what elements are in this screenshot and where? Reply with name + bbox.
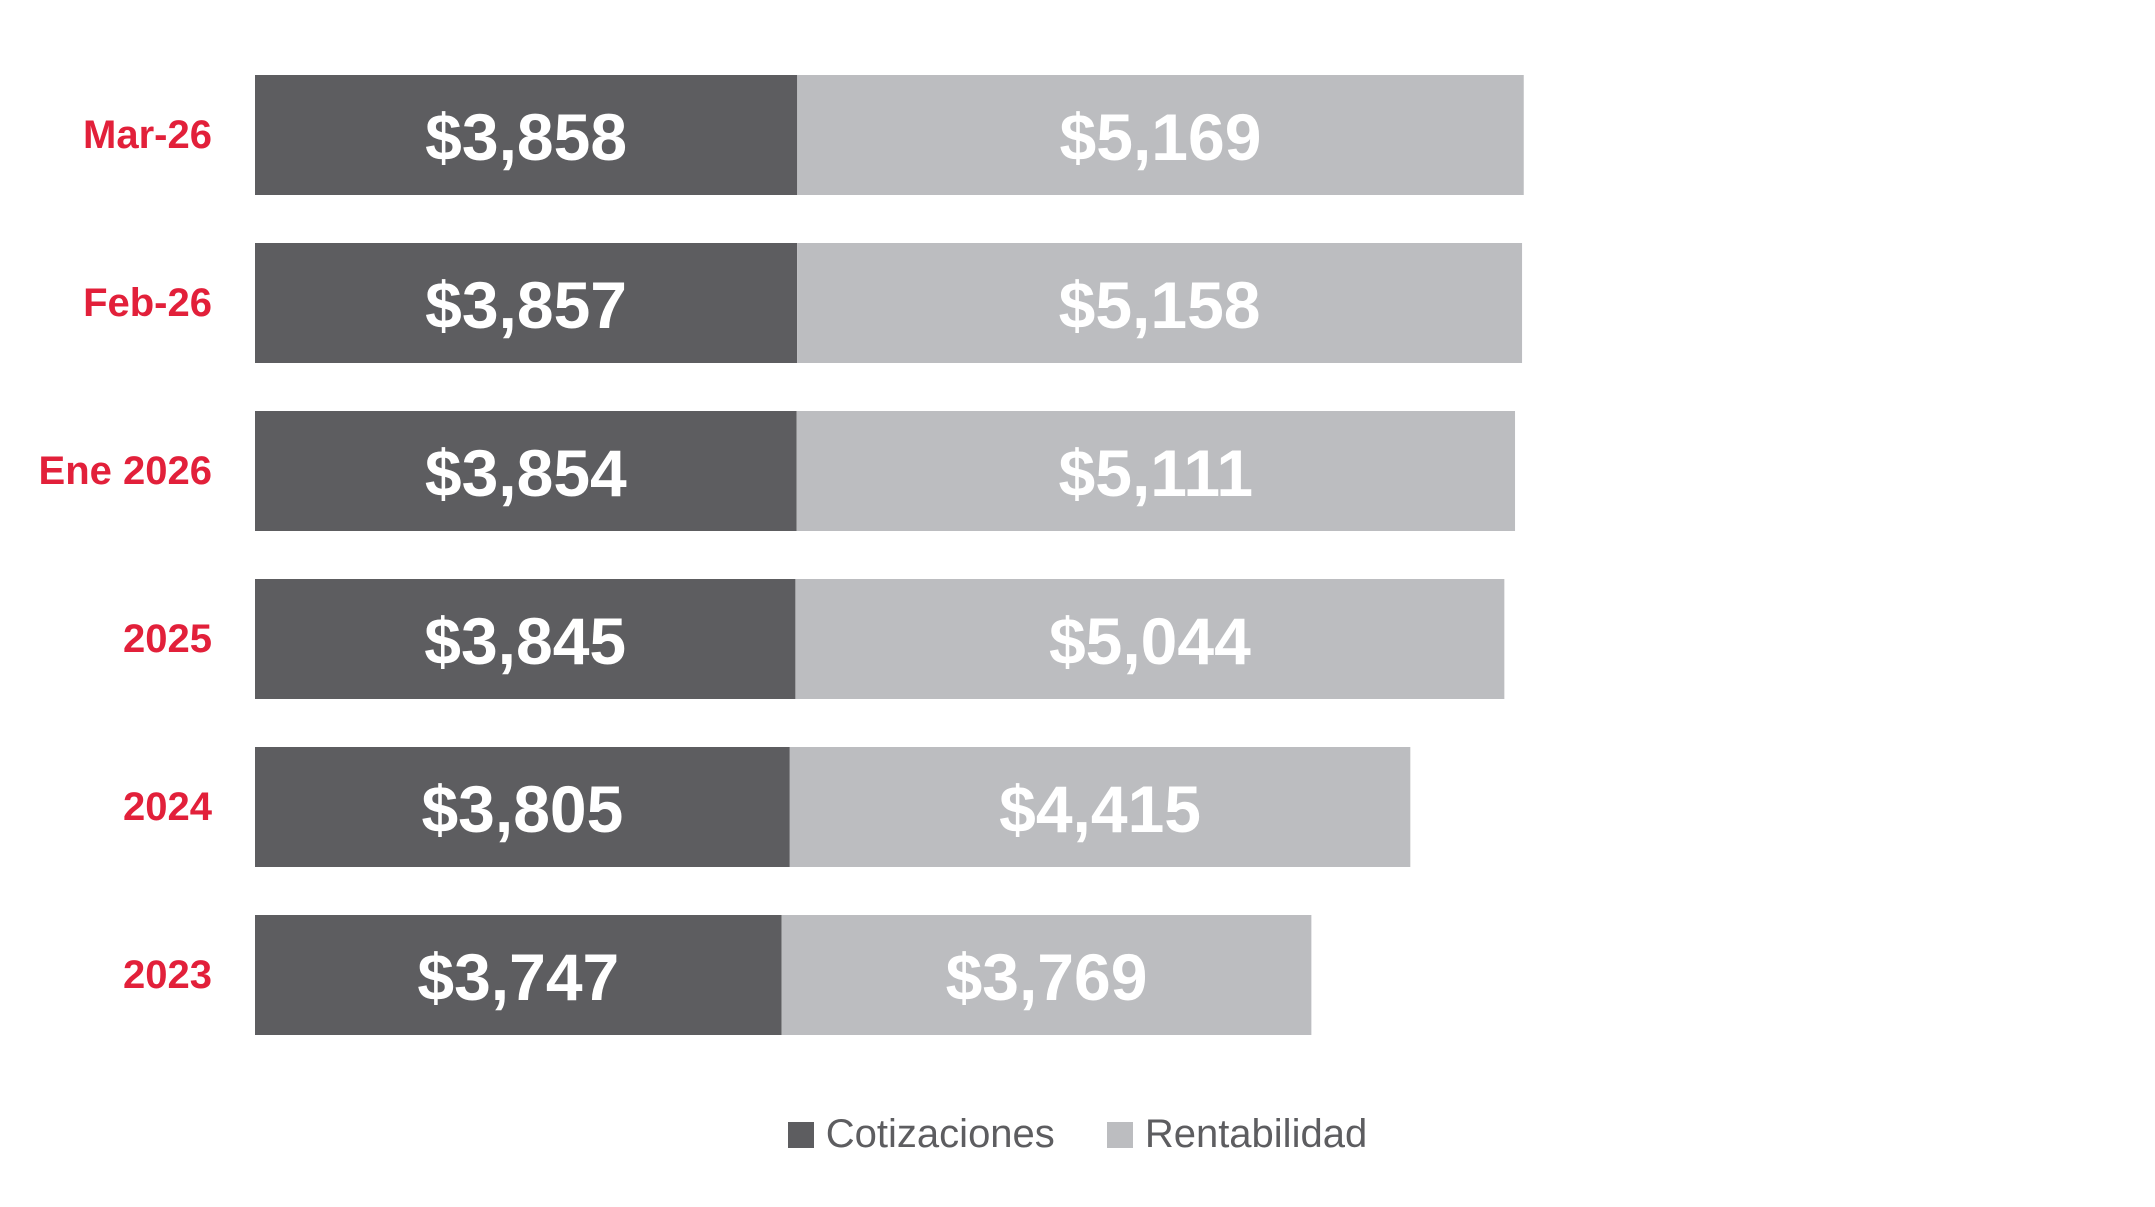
category-label-2025: 2025 [123, 617, 212, 661]
bar-cotizaciones-feb-26 [255, 243, 798, 363]
bar-cotizaciones-2024 [255, 747, 790, 867]
bars-layer [255, 75, 1524, 1035]
category-label-ene-2026: Ene 2026 [39, 449, 212, 493]
value-label-rentabilidad-2024: $4,415 [999, 772, 1201, 846]
value-label-cotizaciones-mar-26: $3,858 [425, 100, 627, 174]
value-label-cotizaciones-feb-26: $3,857 [425, 268, 627, 342]
legend-label-series-2: Rentabilidad [1144, 1112, 1368, 1156]
legend: Cotizaciones Rentabilidad [0, 1112, 2155, 1157]
value-label-rentabilidad-2023: $3,769 [946, 940, 1148, 1014]
bar-rentabilidad-mar-26 [797, 75, 1524, 195]
bar-rentabilidad-2023 [781, 915, 1312, 1035]
value-label-rentabilidad-ene-2026: $5,111 [1059, 436, 1254, 510]
category-label-2023: 2023 [123, 953, 212, 997]
legend-item-series-2: Rentabilidad [1106, 1112, 1368, 1157]
value-label-cotizaciones-2024: $3,805 [421, 772, 623, 846]
legend-swatch-series-2 [1106, 1121, 1133, 1148]
bar-rentabilidad-ene-2026 [796, 411, 1516, 531]
bar-cotizaciones-ene-2026 [255, 411, 797, 531]
bar-rentabilidad-2025 [795, 579, 1505, 699]
value-label-cotizaciones-ene-2026: $3,854 [425, 436, 627, 510]
bar-rentabilidad-feb-26 [797, 243, 1523, 363]
value-label-cotizaciones-2023: $3,747 [417, 940, 619, 1014]
category-label-mar-26: Mar-26 [83, 113, 212, 157]
category-label-2024: 2024 [123, 785, 213, 829]
category-label-feb-26: Feb-26 [83, 281, 212, 325]
legend-swatch-series-1 [787, 1121, 814, 1148]
value-label-rentabilidad-2025: $5,044 [1049, 604, 1251, 678]
bar-rentabilidad-2024 [789, 747, 1411, 867]
value-label-cotizaciones-2025: $3,845 [424, 604, 626, 678]
legend-label-series-1: Cotizaciones [825, 1112, 1055, 1156]
bar-cotizaciones-mar-26 [255, 75, 798, 195]
value-label-rentabilidad-mar-26: $5,169 [1060, 100, 1262, 174]
bar-cotizaciones-2025 [255, 579, 796, 699]
category-labels: Mar-26 Feb-26 Ene 2026 2025 2024 2023 [39, 113, 213, 997]
bar-cotizaciones-2023 [255, 915, 782, 1035]
value-labels: $3,858 $5,169 $3,857 $5,158 $3,854 $5,111 $3,8… [417, 100, 1261, 1014]
value-label-rentabilidad-feb-26: $5,158 [1059, 268, 1261, 342]
legend-item-series-1: Cotizaciones [787, 1112, 1055, 1157]
